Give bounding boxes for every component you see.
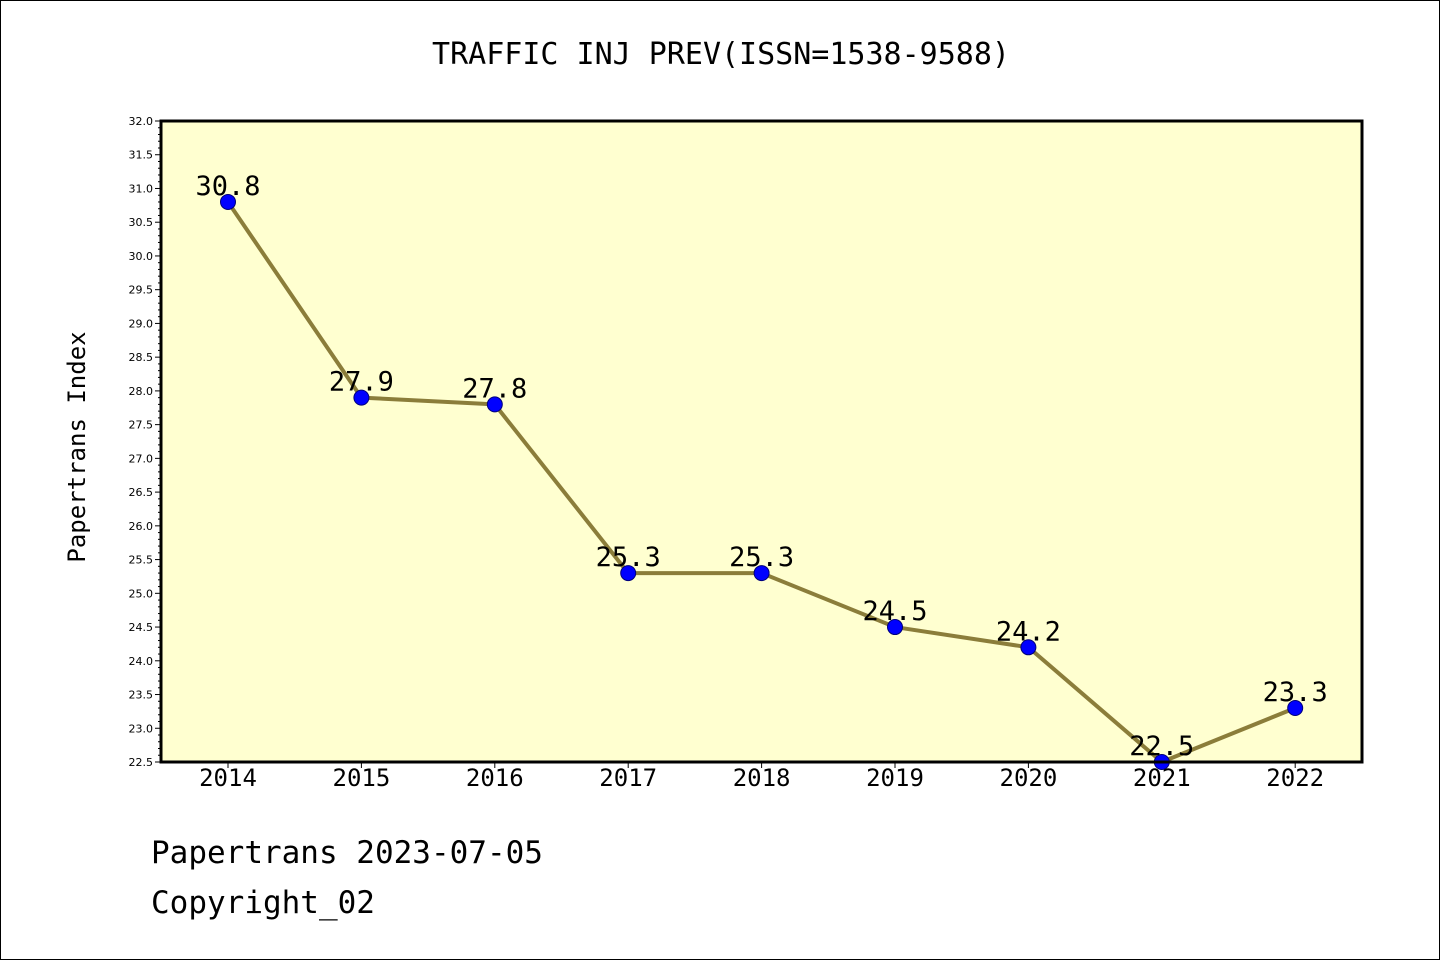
- x-tick-label: 2020: [1000, 764, 1058, 792]
- data-label: 25.3: [596, 542, 661, 573]
- y-tick-label: 23.5: [129, 689, 154, 702]
- data-label-layer: 30.8 27.9 27.8 25.3 25.3 24.5 24.2 22.5 23.3: [195, 171, 1327, 762]
- x-tick-label: 2017: [599, 764, 657, 792]
- data-label: 30.8: [195, 171, 260, 202]
- x-tick-label: 2015: [333, 764, 391, 792]
- data-point: [1020, 639, 1037, 656]
- data-point: [753, 565, 770, 582]
- x-tick-label: 2016: [466, 764, 524, 792]
- x-tick-label: 2019: [866, 764, 924, 792]
- y-tick-label: 22.5: [129, 756, 154, 769]
- y-tick-label: 25.5: [129, 554, 154, 567]
- x-tick-label: 2022: [1266, 764, 1324, 792]
- data-point: [220, 193, 236, 210]
- data-label: 24.2: [996, 616, 1061, 647]
- data-point: [887, 619, 903, 636]
- y-tick-label: 24.0: [129, 655, 154, 668]
- y-axis-label: Papertrans Index: [63, 331, 91, 563]
- y-tick-label: 24.5: [129, 621, 154, 634]
- footer-copyright: Copyright_02: [151, 885, 375, 921]
- data-label: 25.3: [729, 542, 794, 573]
- data-label: 27.8: [462, 373, 527, 404]
- y-tick-label: 30.0: [129, 250, 154, 263]
- data-point: [353, 389, 370, 406]
- y-tick-label: 29.0: [129, 317, 154, 330]
- footer-date: Papertrans 2023-07-05: [151, 835, 543, 871]
- y-tick-label: 31.5: [129, 149, 154, 162]
- y-tick-label: 27.5: [129, 419, 154, 432]
- y-tick-label: 28.0: [129, 385, 154, 398]
- data-label: 22.5: [1129, 731, 1194, 762]
- data-point: [486, 396, 503, 413]
- y-tick-label: 26.0: [129, 520, 154, 533]
- chart-title: TRAFFIC INJ PREV(ISSN=1538-9588): [432, 37, 1010, 72]
- data-label: 27.9: [329, 367, 394, 398]
- y-tick-label: 29.5: [129, 284, 154, 297]
- y-axis: 22.5 23.0 23.5 24.0 24.5 25.0 25.5 26.0 26.5 27.0…: [129, 115, 161, 769]
- x-axis: 2014 2015 2016 2017 2018 2019 2020 2021 2022: [199, 762, 1324, 792]
- plot-border: [159, 119, 1364, 764]
- y-tick-label: 25.0: [129, 587, 154, 600]
- y-tick-label: 23.0: [129, 722, 154, 735]
- y-tick-label: 27.0: [129, 452, 154, 465]
- y-tick-label: 26.5: [129, 486, 154, 499]
- data-point: [620, 565, 637, 582]
- x-tick-label: 2014: [199, 764, 257, 792]
- data-label: 23.3: [1263, 677, 1328, 708]
- series-line-layer: [220, 193, 1304, 770]
- data-point: [1287, 700, 1304, 717]
- plot-area: [161, 121, 1362, 762]
- x-tick-label: 2018: [733, 764, 791, 792]
- y-tick-label: 31.0: [129, 182, 154, 195]
- data-label: 24.5: [862, 596, 927, 627]
- y-tick-label: 30.5: [129, 216, 154, 229]
- y-tick-label: 32.0: [129, 115, 154, 128]
- y-tick-label: 28.5: [129, 351, 154, 364]
